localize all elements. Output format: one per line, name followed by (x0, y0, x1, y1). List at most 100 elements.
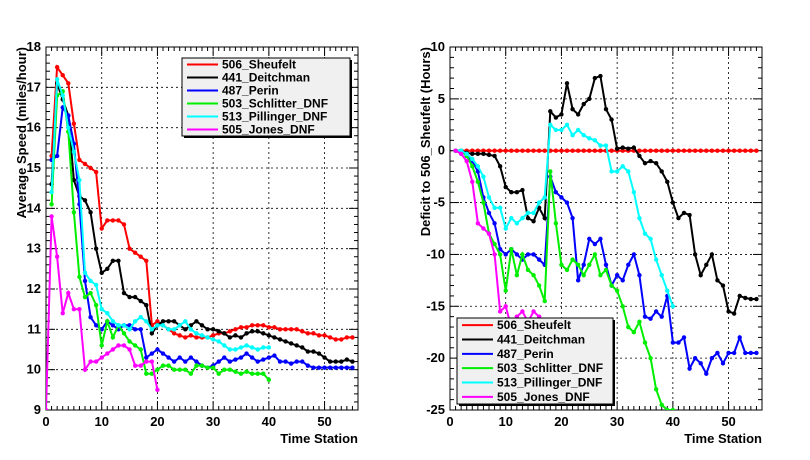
speed-data-point (238, 355, 244, 360)
speed-legend-label: 441_Deitchman (222, 71, 310, 85)
deficit-data-point (720, 283, 726, 288)
deficit-data-point (659, 272, 664, 278)
speed-legend-label: 506_Sheufelt (222, 58, 296, 72)
deficit-data-point (481, 151, 486, 157)
deficit-data-point (687, 148, 692, 153)
speed-data-point (144, 359, 149, 364)
speed-data-point (127, 339, 132, 344)
deficit-data-point (720, 148, 726, 153)
deficit-y-tick-label: 0 (438, 143, 445, 158)
deficit-data-point (653, 148, 659, 153)
speed-data-point (93, 302, 99, 308)
deficit-series-line-3 (455, 149, 673, 410)
deficit-data-point (564, 148, 570, 153)
deficit-data-point (542, 195, 547, 200)
deficit-data-point (575, 112, 581, 117)
speed-data-point (116, 323, 121, 328)
speed-data-point (155, 347, 160, 352)
deficit-data-point (492, 221, 497, 226)
speed-data-point (177, 355, 182, 360)
deficit-data-point (670, 200, 676, 205)
deficit-data-point (692, 355, 698, 361)
deficit-data-point (704, 371, 709, 376)
deficit-data-point (481, 174, 486, 179)
deficit-data-point (676, 148, 681, 153)
speed-data-point (222, 331, 227, 336)
deficit-x-tick-label: 50 (721, 414, 735, 429)
deficit-data-point (626, 169, 631, 174)
deficit-data-point (520, 148, 525, 153)
speed-data-point (233, 369, 238, 374)
deficit-data-point (570, 132, 575, 138)
deficit-data-point (531, 252, 536, 257)
deficit-data-point (570, 148, 575, 153)
deficit-data-point (503, 288, 508, 293)
speed-data-point (155, 387, 160, 393)
deficit-data-point (731, 148, 737, 153)
speed-data-point (205, 335, 210, 340)
deficit-data-point (486, 152, 492, 158)
deficit-data-point (497, 252, 503, 257)
deficit-legend-label: 506_Sheufelt (497, 318, 571, 332)
deficit-data-point (754, 296, 759, 302)
deficit-data-point (503, 226, 508, 231)
deficit-data-point (698, 361, 703, 366)
speed-data-point (350, 335, 355, 340)
deficit-data-point (470, 179, 475, 185)
speed-data-point (283, 339, 288, 344)
speed-x-tick-label: 20 (150, 414, 164, 429)
speed-y-tick-label: 10 (27, 362, 41, 377)
speed-data-point (194, 319, 199, 324)
deficit-data-point (531, 219, 536, 224)
deficit-data-point (570, 215, 575, 221)
speed-data-point (188, 355, 194, 360)
deficit-data-point (642, 231, 648, 236)
deficit-data-point (481, 200, 486, 205)
deficit-data-point (481, 226, 486, 231)
deficit-data-point (743, 148, 748, 153)
deficit-data-point (525, 215, 531, 221)
deficit-data-point (637, 272, 642, 278)
speed-legend-box (181, 57, 351, 137)
deficit-data-point (631, 145, 637, 150)
deficit-data-point (497, 309, 503, 314)
deficit-data-point (542, 148, 547, 153)
speed-data-point (205, 365, 210, 370)
speed-data-point (77, 177, 82, 183)
speed-y-tick-label: 14 (27, 200, 42, 215)
deficit-data-point (587, 262, 592, 267)
speed-data-point (244, 343, 249, 348)
speed-data-point (77, 274, 82, 280)
speed-data-point (183, 319, 188, 324)
deficit-data-point (514, 221, 520, 226)
speed-data-point (160, 319, 166, 324)
deficit-data-point (531, 148, 536, 153)
deficit-data-point (581, 262, 586, 267)
deficit-y-tick-label: -5 (433, 195, 445, 210)
deficit-data-point (503, 304, 508, 309)
deficit-data-point (670, 304, 676, 309)
speed-data-point (105, 266, 110, 272)
speed-data-point (233, 347, 238, 352)
deficit-legend-label: 503_Schlitter_DNF (497, 361, 603, 375)
speed-data-point (344, 365, 350, 370)
deficit-data-point (587, 148, 592, 153)
speed-data-point (272, 335, 277, 340)
speed-data-point (121, 343, 127, 348)
deficit-data-point (598, 272, 603, 278)
deficit-data-point (609, 148, 614, 153)
deficit-data-point (564, 81, 570, 86)
deficit-data-point (659, 148, 664, 153)
deficit-data-point (525, 210, 531, 216)
deficit-data-point (548, 169, 553, 174)
speed-data-point (216, 329, 221, 334)
speed-data-point (266, 355, 272, 360)
deficit-data-point (609, 117, 614, 122)
speed-data-point (82, 270, 88, 276)
deficit-data-point (458, 151, 464, 157)
speed-data-point (116, 343, 121, 348)
deficit-data-point (626, 146, 631, 151)
speed-data-point (339, 337, 344, 342)
speed-data-point (316, 351, 322, 356)
